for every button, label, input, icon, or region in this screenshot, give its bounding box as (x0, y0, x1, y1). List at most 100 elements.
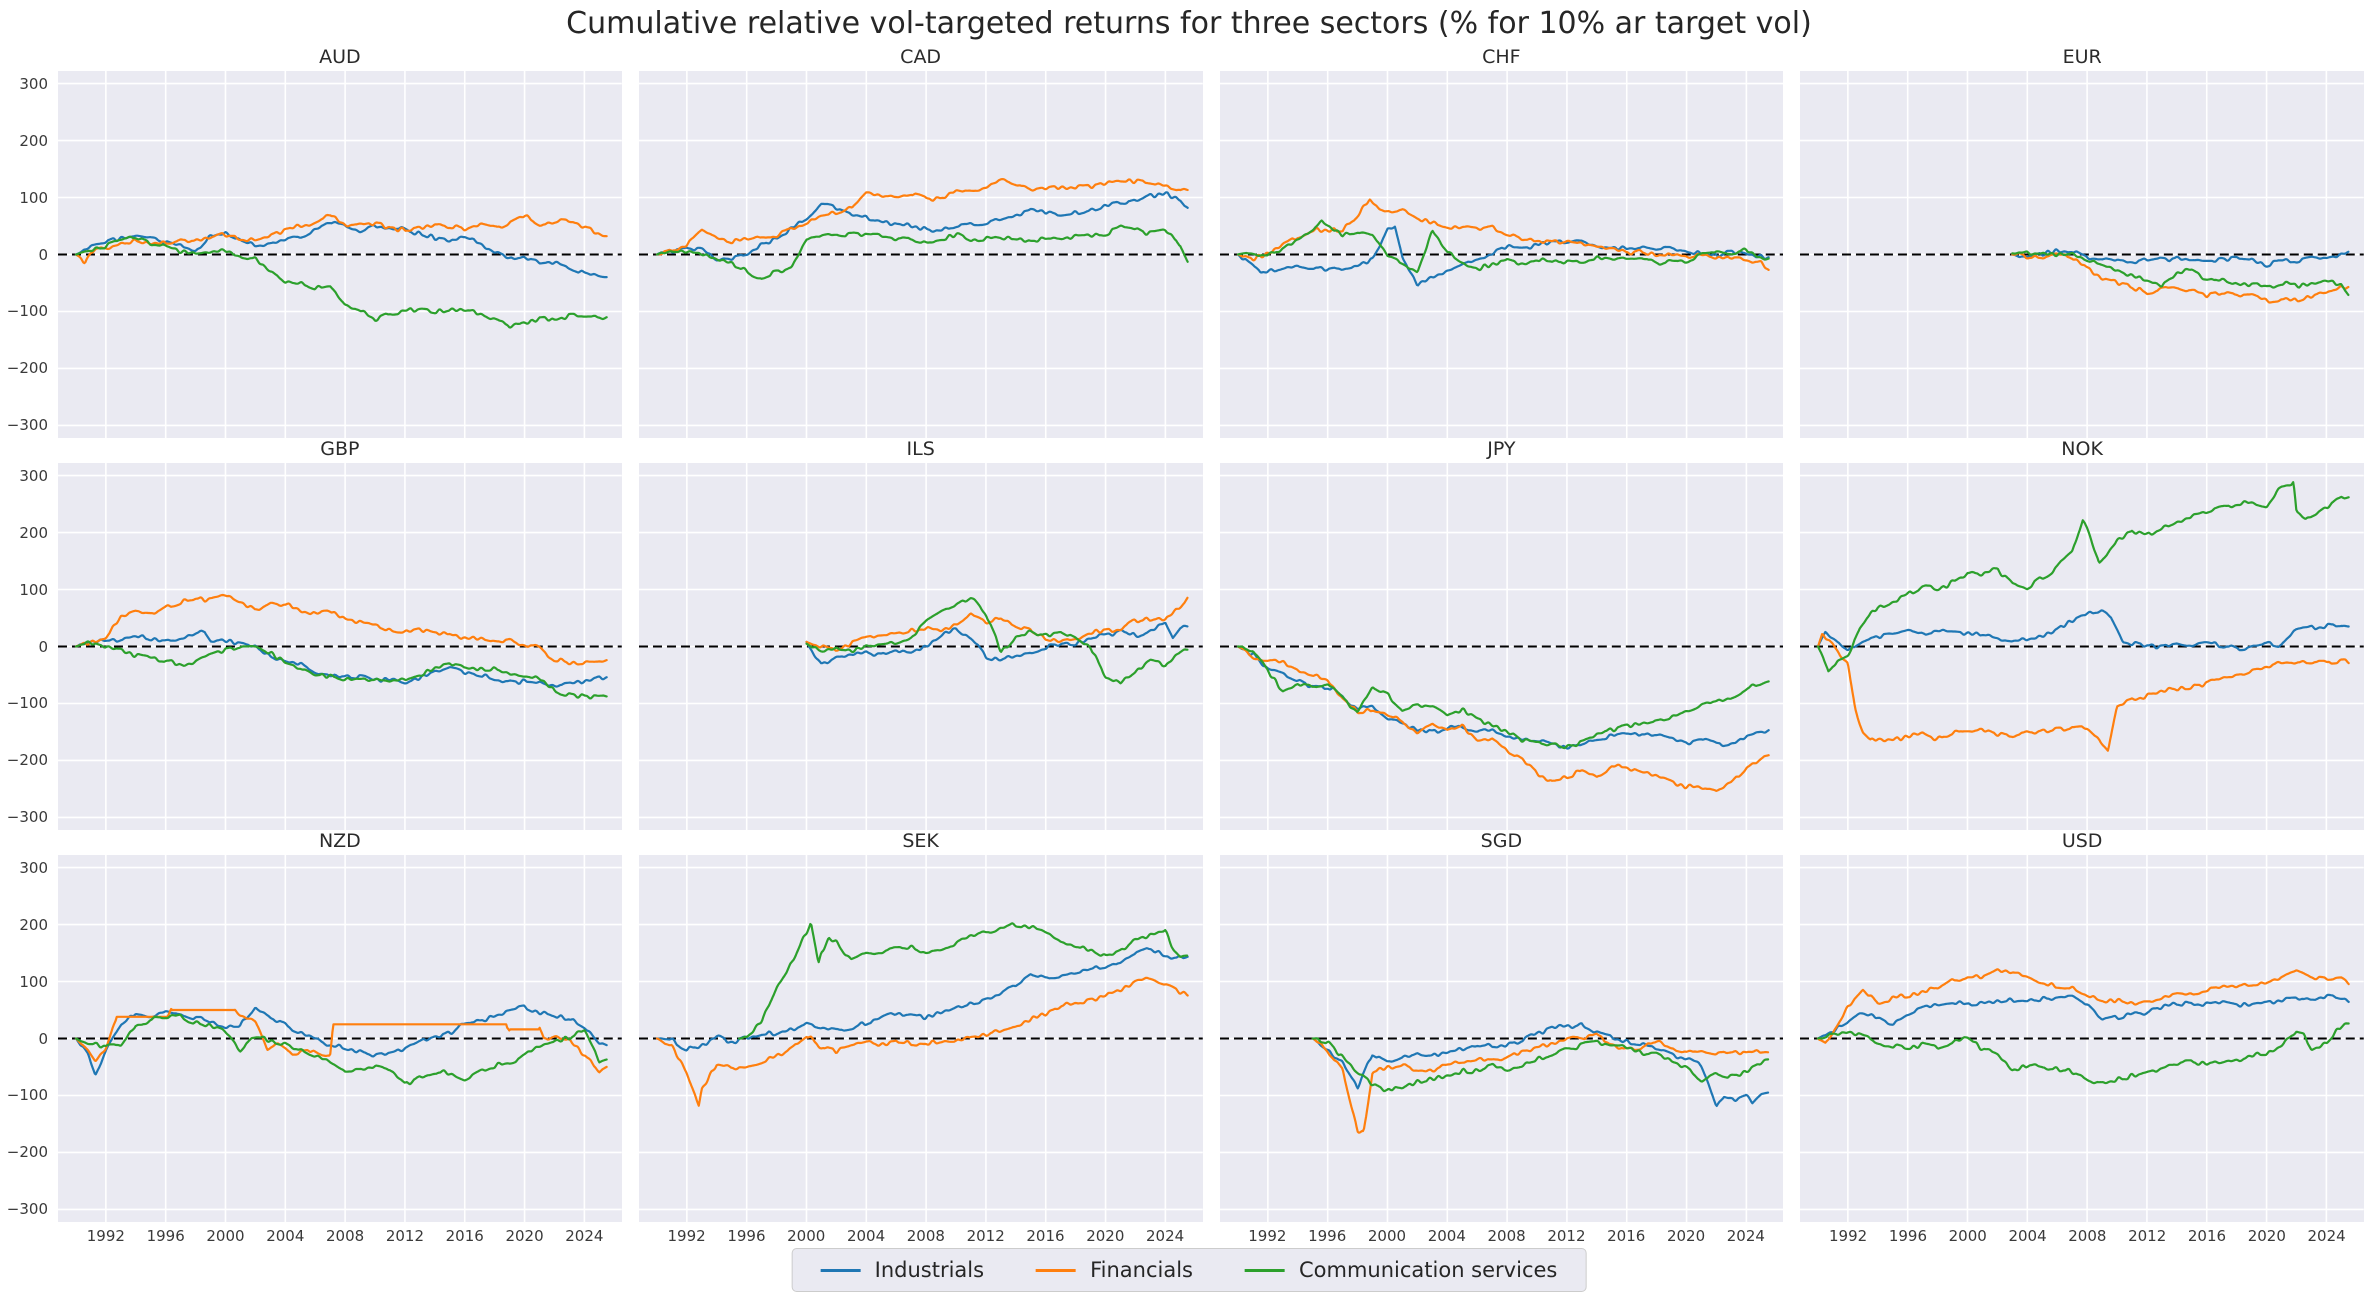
x-tick-label: 2000 (1948, 1227, 1987, 1245)
series-line-industrials (1236, 225, 1770, 287)
subplot-canvas-eur (1800, 71, 2364, 438)
x-tick-label: 2024 (565, 1227, 604, 1245)
subplot-plot-area: 1992 1996 2000 2004 2008 2012 2016 2020 2024 (1800, 855, 2364, 1245)
series-line-financials (74, 1007, 608, 1074)
chart-row: GBP 300 200 100 0 −100 −200 −300 ILS JPY NOK (7, 438, 2364, 830)
y-tick-label: 100 (19, 580, 48, 599)
x-axis-tick-labels: 1992 1996 2000 2004 2008 2012 2016 2020 2024 (1800, 1222, 2364, 1248)
legend-item-communication-services: Communication services (1244, 1258, 1558, 1282)
x-tick-label: 2016 (1026, 1227, 1065, 1245)
y-tick-label: −300 (6, 416, 48, 435)
x-tick-label: 2016 (1607, 1227, 1646, 1245)
subplot-title: SEK (902, 830, 939, 852)
y-tick-label: −300 (6, 1200, 48, 1219)
series-line-communication-services (805, 597, 1189, 685)
subplot: NZD 300 200 100 0 −100 −200 −300 1992 1996 2000 20… (7, 830, 622, 1245)
x-tick-label: 2024 (1146, 1227, 1185, 1245)
series-line-communication-services (1236, 219, 1770, 274)
y-axis-tick-labels: 300 200 100 0 −100 −200 −300 (2, 463, 58, 830)
x-axis-tick-labels: 1992 1996 2000 2004 2008 2012 2016 2020 2024 (639, 1222, 1203, 1248)
series-line-communication-services (74, 235, 608, 329)
financials-line-swatch-icon (1036, 1268, 1077, 1272)
subplot: SGD 1992 1996 2000 2004 2008 2012 2016 2020 2024 (1219, 830, 1784, 1245)
y-tick-label: 200 (19, 523, 48, 542)
x-tick-label: 2012 (2128, 1227, 2167, 1245)
y-tick-label: −200 (6, 359, 48, 378)
x-tick-label: 2012 (385, 1227, 425, 1245)
legend-item-industrials: Industrials (820, 1258, 985, 1282)
subplot: SEK 1992 1996 2000 2004 2008 2012 2016 2020 2024 (638, 830, 1203, 1245)
chart-row: AUD 300 200 100 0 −100 −200 −300 CAD CHF EUR (7, 46, 2364, 438)
legend-item-financials: Financials (1036, 1258, 1193, 1282)
series-line-financials (2011, 252, 2350, 304)
x-axis-tick-labels: 1992 1996 2000 2004 2008 2012 2016 2020 2024 (1220, 1222, 1784, 1248)
series-line-financials (74, 593, 608, 666)
series-line-financials (805, 596, 1189, 652)
x-tick-label: 2020 (1086, 1227, 1125, 1245)
subplot: EUR (1800, 46, 2364, 438)
subplot: CHF (1219, 46, 1784, 438)
subplot-title: EUR (2062, 46, 2102, 68)
y-tick-label: −200 (6, 751, 48, 770)
subplot-title: CHF (1482, 46, 1521, 68)
legend-label-communication-services: Communication services (1298, 1258, 1558, 1282)
x-tick-label: 2004 (1427, 1227, 1466, 1245)
subplot-title: JPY (1487, 438, 1516, 460)
subplot-plot-area (1800, 71, 2364, 438)
series-line-financials (1817, 968, 2351, 1044)
subplot: JPY (1219, 438, 1784, 830)
series-line-industrials (1311, 1022, 1769, 1107)
x-tick-label: 2020 (505, 1227, 544, 1245)
legend-label-financials: Financials (1090, 1258, 1193, 1282)
series-line-communication-services (2011, 250, 2350, 296)
x-tick-label: 1992 (1248, 1227, 1287, 1245)
series-line-industrials (1817, 993, 2351, 1040)
series-line-industrials (1236, 645, 1770, 750)
x-tick-label: 1996 (146, 1227, 185, 1245)
subplot-canvas-chf (1219, 71, 1784, 438)
x-tick-label: 1996 (727, 1227, 766, 1245)
subplot-grid: AUD 300 200 100 0 −100 −200 −300 CAD CHF EUR G… (7, 46, 2364, 1245)
subplot-title: ILS (906, 438, 935, 460)
subplot-canvas-sgd (1219, 855, 1784, 1222)
x-tick-label: 2020 (1666, 1227, 1706, 1245)
y-tick-label: −200 (6, 1143, 48, 1162)
subplot-plot-area (638, 463, 1203, 830)
series-line-industrials (805, 621, 1189, 665)
series-line-financials (74, 213, 608, 265)
legend: Industrials Financials Communication ser… (791, 1248, 1587, 1292)
y-tick-label: −100 (6, 1086, 48, 1105)
subplot-canvas-nzd (58, 855, 622, 1222)
series-line-communication-services (1817, 1022, 2351, 1085)
series-line-financials (1236, 198, 1770, 271)
x-tick-label: 2008 (2068, 1227, 2107, 1245)
communication-services-line-swatch-icon (1244, 1268, 1285, 1272)
y-tick-label: 100 (19, 972, 48, 991)
x-tick-label: 2004 (846, 1227, 886, 1245)
subplot-title: AUD (319, 46, 361, 68)
subplot-plot-area: 1992 1996 2000 2004 2008 2012 2016 2020 2024 (1219, 855, 1784, 1245)
subplot: USD 1992 1996 2000 2004 2008 2012 2016 2020 2024 (1800, 830, 2364, 1245)
x-tick-label: 2000 (206, 1227, 245, 1245)
x-tick-label: 2004 (266, 1227, 305, 1245)
y-tick-label: −300 (6, 808, 48, 827)
subplot-title: SGD (1480, 830, 1523, 852)
subplot-title: CAD (900, 46, 942, 68)
x-tick-label: 2012 (1547, 1227, 1586, 1245)
x-tick-label: 2000 (787, 1227, 826, 1245)
x-tick-label: 1992 (1829, 1227, 1868, 1245)
x-tick-label: 2004 (2008, 1227, 2047, 1245)
subplot-plot-area (1800, 463, 2364, 830)
subplot-canvas-sek (638, 855, 1203, 1222)
x-tick-label: 2012 (966, 1227, 1005, 1245)
subplot-canvas-usd (1800, 855, 2364, 1222)
legend-label-industrials: Industrials (874, 1258, 985, 1282)
y-tick-label: −100 (6, 302, 48, 321)
subplot-title: NZD (318, 830, 361, 852)
x-tick-label: 2024 (2307, 1227, 2346, 1245)
y-tick-label: 0 (38, 637, 48, 656)
subplot: ILS (638, 438, 1203, 830)
industrials-line-swatch-icon (820, 1268, 861, 1272)
x-tick-label: 1992 (667, 1227, 706, 1245)
x-tick-label: 2008 (326, 1227, 365, 1245)
